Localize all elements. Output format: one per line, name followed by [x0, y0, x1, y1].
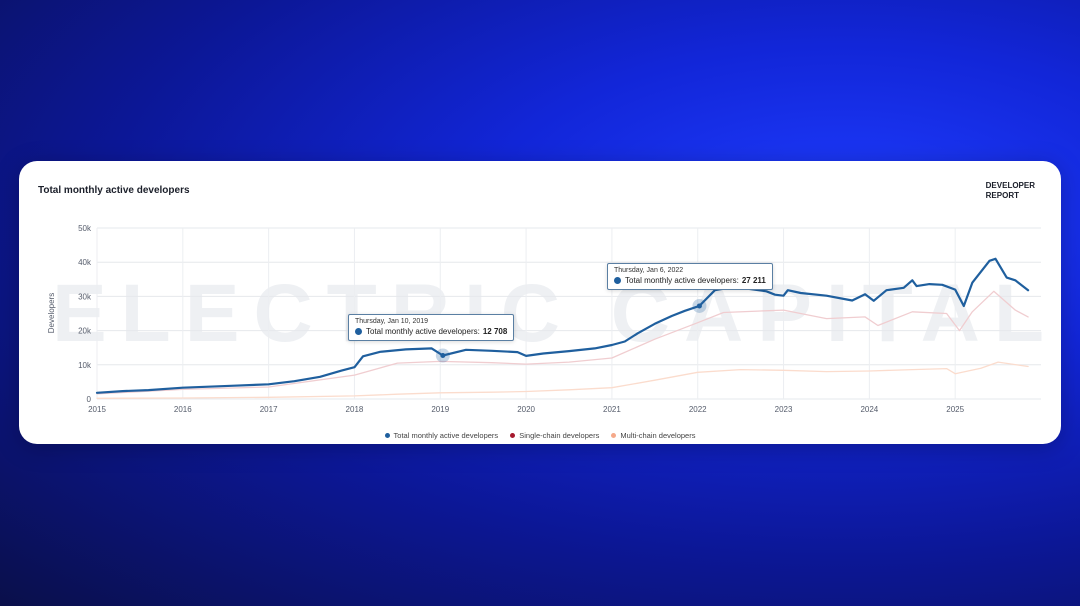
x-tick-label: 2017 — [260, 405, 278, 414]
legend-dot-icon — [510, 433, 516, 438]
y-axis-label: Developers — [47, 293, 56, 333]
series-line-multi-chain — [96, 361, 1029, 399]
x-tick-label: 2024 — [860, 405, 878, 414]
y-tick-label: 0 — [87, 395, 92, 404]
y-tick-label: 10k — [78, 361, 92, 370]
legend-dot-icon — [384, 433, 390, 438]
tooltip-date: Thursday, Jan 6, 2022 — [614, 267, 684, 274]
y-tick-label: 30k — [78, 292, 92, 301]
legend-label: Single-chain developers — [519, 431, 600, 440]
series-line-single-chain — [96, 290, 1029, 395]
legend-dot-icon — [611, 433, 617, 438]
tooltip-2019: Thursday, Jan 10, 2019 Total monthly act… — [348, 314, 515, 341]
x-tick-label: 2023 — [775, 405, 793, 414]
x-tick-label: 2018 — [346, 405, 364, 414]
brand-line-2: REPORT — [985, 191, 1019, 200]
developer-report-logo: DEVELOPER REPORT — [986, 181, 1035, 201]
chart-legend: Total monthly active developers Single-c… — [19, 431, 1061, 440]
watermark: ELECTRIC CAPITAL — [52, 268, 1058, 359]
x-tick-label: 2025 — [946, 405, 964, 414]
x-tick-label: 2015 — [88, 405, 106, 414]
tooltip-value: 12 708 — [482, 327, 508, 336]
brand-line-1: DEVELOPER — [985, 181, 1035, 190]
legend-label: Total monthly active developers — [393, 431, 499, 440]
x-tick-label: 2016 — [174, 405, 192, 414]
legend-item-total[interactable]: Total monthly active developers — [384, 431, 499, 440]
tooltip-label: Total monthly active developers: — [366, 327, 480, 336]
chart-title: Total monthly active developers — [38, 185, 190, 196]
line-chart: ELECTRIC CAPITAL 0 10k 20k 30k 40k 50k 2015 201… — [47, 224, 1058, 414]
y-tick-label: 40k — [78, 258, 92, 267]
legend-item-multi-chain[interactable]: Multi-chain developers — [611, 431, 695, 440]
hover-point[interactable] — [440, 353, 446, 359]
x-tick-label: 2020 — [517, 405, 535, 414]
series-dot-icon — [614, 277, 621, 284]
series-line-total — [95, 257, 1030, 394]
tooltip-label: Total monthly active developers: — [625, 276, 739, 285]
x-tick-label: 2019 — [431, 405, 449, 414]
y-tick-label: 20k — [78, 327, 92, 336]
y-tick-label: 50k — [78, 224, 92, 233]
legend-label: Multi-chain developers — [620, 431, 696, 440]
chart-card: Total monthly active developers DEVELOPE… — [19, 161, 1061, 444]
x-tick-label: 2022 — [689, 405, 707, 414]
legend-item-single-chain[interactable]: Single-chain developers — [510, 431, 599, 440]
tooltip-date: Thursday, Jan 10, 2019 — [355, 318, 429, 325]
hover-point[interactable] — [696, 303, 702, 309]
tooltip-value: 27 211 — [741, 276, 766, 285]
series-dot-icon — [355, 328, 362, 335]
tooltip-2022: Thursday, Jan 6, 2022 Total monthly acti… — [607, 263, 773, 290]
x-tick-label: 2021 — [603, 405, 621, 414]
